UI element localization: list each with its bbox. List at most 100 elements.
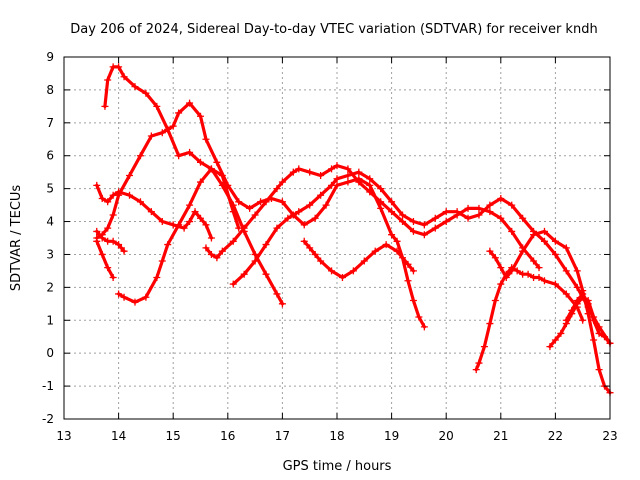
data-point-marker <box>399 211 407 219</box>
y-tick-label: 8 <box>46 83 54 97</box>
data-point-marker <box>328 165 336 173</box>
data-point-marker <box>262 241 270 249</box>
data-point-marker <box>497 264 505 272</box>
data-point-marker <box>115 63 123 71</box>
data-point-marker <box>382 241 390 249</box>
data-point-marker <box>164 241 172 249</box>
data-point-marker <box>306 168 314 176</box>
data-point-marker <box>366 175 374 183</box>
y-tick-label: 9 <box>46 50 54 64</box>
data-point-marker <box>486 247 494 255</box>
data-point-marker <box>404 277 412 285</box>
data-point-marker <box>197 112 204 120</box>
data-point-marker <box>377 185 385 193</box>
data-point-marker <box>295 208 303 216</box>
series-arc11 <box>486 227 614 397</box>
data-point-marker <box>229 237 237 245</box>
data-point-marker <box>404 260 412 268</box>
data-point-marker <box>229 208 237 216</box>
y-tick-label: 2 <box>46 280 54 294</box>
y-tick-label: -2 <box>42 412 54 426</box>
data-point-marker <box>136 198 144 206</box>
data-point-marker <box>147 208 155 216</box>
data-point-marker <box>197 178 204 186</box>
data-point-marker <box>371 247 379 255</box>
data-point-marker <box>273 290 281 298</box>
data-point-marker <box>213 158 221 166</box>
series-line <box>95 239 115 280</box>
data-point-marker <box>120 293 128 301</box>
data-point-marker <box>202 221 210 229</box>
data-point-marker <box>126 191 134 199</box>
data-point-marker <box>355 178 363 186</box>
data-point-marker <box>551 280 559 288</box>
series-arc8 <box>229 168 614 347</box>
x-tick-label: 18 <box>329 429 344 443</box>
data-point-marker <box>224 181 232 189</box>
data-point-marker <box>366 188 374 196</box>
data-point-marker <box>535 273 543 281</box>
data-point-marker <box>595 366 603 374</box>
data-point-marker <box>508 227 516 235</box>
data-point-marker <box>601 333 609 341</box>
data-point-marker <box>497 195 505 203</box>
data-point-marker <box>93 237 101 245</box>
data-point-marker <box>409 227 417 235</box>
data-point-marker <box>317 171 325 179</box>
data-point-marker <box>535 264 543 272</box>
data-point-marker <box>126 171 134 179</box>
data-point-marker <box>278 198 286 206</box>
data-point-marker <box>109 211 117 219</box>
data-point-marker <box>93 181 101 189</box>
data-point-marker <box>186 201 194 209</box>
data-point-marker <box>273 224 281 232</box>
y-tick-label: 3 <box>46 247 54 261</box>
x-tick-label: 15 <box>166 429 181 443</box>
data-point-marker <box>475 211 483 219</box>
data-point-marker <box>229 280 237 288</box>
data-point-marker <box>251 250 259 258</box>
data-point-marker <box>551 250 559 258</box>
x-tick-label: 16 <box>220 429 235 443</box>
data-point-marker <box>551 237 559 245</box>
grid <box>64 57 610 419</box>
data-point-marker <box>311 250 319 258</box>
axis-ticks <box>63 56 611 420</box>
y-tick-label: 7 <box>46 116 54 130</box>
data-point-marker <box>186 99 194 107</box>
data-point-marker <box>207 250 215 258</box>
series-line <box>474 266 585 372</box>
data-point-marker <box>273 185 281 193</box>
data-point-marker <box>491 297 499 305</box>
data-point-marker <box>388 231 396 239</box>
data-point-marker <box>98 195 106 203</box>
data-point-marker <box>530 257 538 265</box>
data-point-marker <box>595 329 603 337</box>
y-tick-label: 0 <box>46 346 54 360</box>
data-point-marker <box>197 214 204 222</box>
y-tick-label: 4 <box>46 215 54 229</box>
data-point-marker <box>540 237 548 245</box>
data-point-marker <box>262 270 270 278</box>
data-point-marker <box>328 267 336 275</box>
data-point-marker <box>530 231 538 239</box>
data-point-marker <box>388 208 396 216</box>
x-tick-label: 14 <box>111 429 126 443</box>
x-tick-label: 23 <box>602 429 617 443</box>
data-point-marker <box>131 83 139 91</box>
data-point-marker <box>360 257 368 265</box>
data-point-marker <box>251 257 259 265</box>
data-point-marker <box>562 290 570 298</box>
data-point-marker <box>169 221 177 229</box>
data-point-marker <box>300 237 308 245</box>
series-arc7 <box>202 162 543 272</box>
data-point-marker <box>464 214 472 222</box>
data-point-marker <box>328 181 336 189</box>
data-point-marker <box>344 165 352 173</box>
data-point-marker <box>240 270 248 278</box>
x-axis-label: GPS time / hours <box>283 459 392 474</box>
data-point-marker <box>98 234 106 242</box>
y-axis-label: SDTVAR / TECUs <box>9 185 24 292</box>
y-tick-label: -1 <box>42 379 54 393</box>
data-point-marker <box>218 247 226 255</box>
